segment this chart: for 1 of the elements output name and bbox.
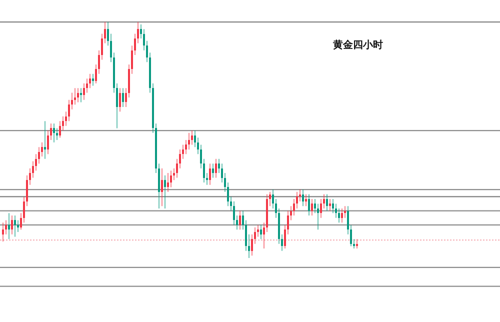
text: 黄金四小时 [332, 39, 383, 51]
